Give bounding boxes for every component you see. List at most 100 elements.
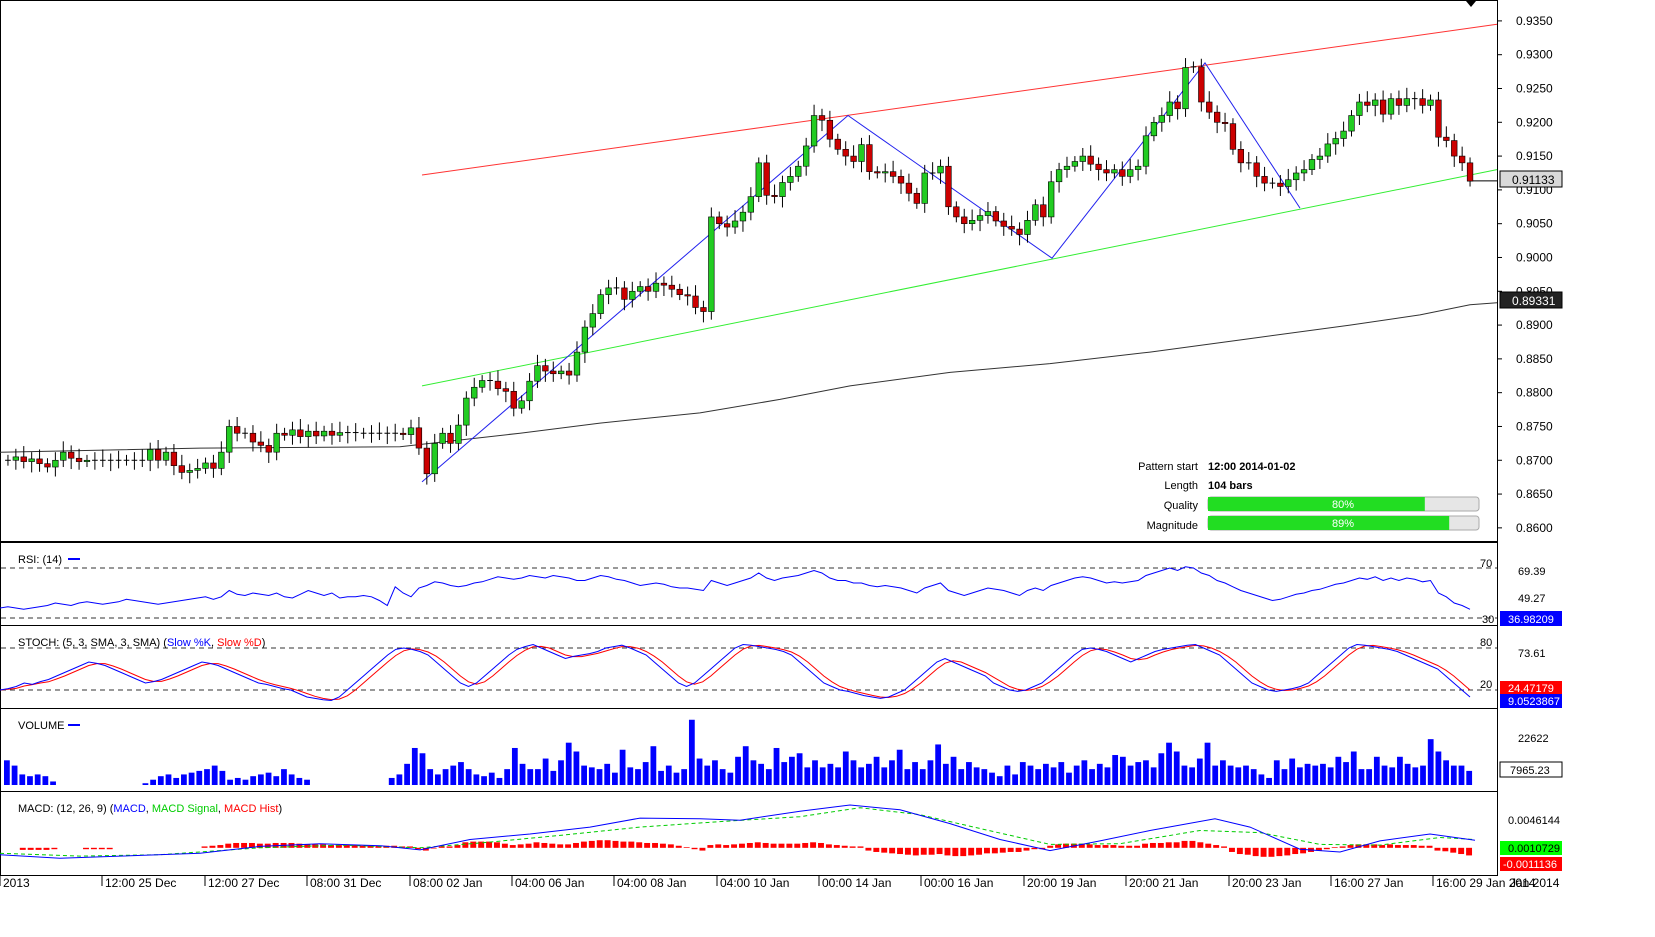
macd-hist-bar [478, 841, 485, 848]
candle [605, 279, 612, 305]
volume-bar [434, 774, 441, 785]
macd-hist-bar [857, 846, 864, 848]
volume-bar [858, 767, 865, 785]
volume-bar [1243, 765, 1249, 785]
candle [502, 381, 509, 403]
macd-hist-bar [944, 847, 951, 856]
stoch-k-badge [1500, 681, 1562, 695]
volume-bar [519, 763, 526, 785]
candle [218, 441, 225, 476]
volume-bar [819, 767, 826, 785]
volume-bar [273, 776, 280, 785]
candle [28, 452, 35, 473]
volume-bar [1066, 772, 1072, 785]
candle [313, 421, 320, 445]
volume-bar [404, 763, 410, 785]
volume-bar [1358, 769, 1365, 785]
candle [99, 449, 106, 468]
volume-bar [781, 762, 788, 785]
volume-bar [1350, 751, 1357, 785]
volume-bar [1443, 760, 1449, 785]
candle [265, 438, 272, 463]
macd-hist-bar [1458, 847, 1465, 855]
volume-bar [150, 779, 157, 785]
volume-bar [1412, 767, 1419, 785]
volume-bar [1343, 762, 1349, 785]
candle [242, 427, 248, 439]
macd-hist-bar [486, 841, 493, 848]
macd-hist-bar [644, 842, 651, 848]
macd-hist-bar [786, 843, 793, 848]
volume-bar [1381, 765, 1388, 785]
macd-hist-bar [1102, 845, 1109, 848]
volume-bar [242, 779, 249, 785]
time-tick-label: 20:00 19 Jan [1027, 876, 1096, 890]
volume-bar [411, 747, 418, 785]
candle [866, 135, 873, 180]
volume-tick: 22622 [1518, 733, 1549, 745]
candle [1111, 164, 1118, 179]
volume-bar [1173, 751, 1180, 785]
candle [953, 201, 960, 223]
macd-hist-bar [620, 841, 627, 848]
macd-hist-bar [233, 842, 240, 848]
candle [455, 414, 462, 451]
macd-legend-close: ) [278, 803, 282, 815]
rsi-title: RSI: (14) [18, 554, 62, 566]
price-tick-label: 0.9200 [1516, 115, 1553, 129]
candle [874, 166, 881, 179]
candle [210, 454, 217, 478]
candle [803, 137, 810, 176]
macd-hist-bar [636, 842, 643, 848]
volume-bar [219, 770, 226, 785]
candle [1466, 157, 1474, 187]
volume-bar [165, 774, 172, 785]
macd-hist-bar [1387, 844, 1393, 848]
macd-hist-bar [201, 846, 208, 848]
macd-hist-bar [1078, 843, 1085, 848]
magnitude-bar-text: 89% [1332, 518, 1354, 530]
volume-bar [527, 769, 534, 785]
candle [1372, 93, 1379, 117]
candle [889, 160, 897, 184]
macd-hist-bar [1094, 845, 1101, 848]
macd-hist-bar [1252, 847, 1259, 857]
volume-bar [812, 760, 818, 785]
channel-upper-line [421, 23, 1498, 176]
volume-bar [935, 744, 942, 785]
volume-bar [188, 772, 195, 785]
volume-bars [4, 719, 1473, 785]
candle [668, 275, 675, 298]
macd-hist-bar [1229, 847, 1235, 852]
candlestick-series [5, 58, 1474, 485]
pattern-quality-label: Quality [1164, 500, 1199, 512]
volume-bar [296, 777, 303, 785]
candle [937, 159, 944, 184]
volume-bar [1289, 758, 1296, 785]
candle [1419, 89, 1426, 114]
candle [1174, 95, 1181, 120]
candle [186, 463, 193, 484]
volume-bar [4, 760, 10, 785]
volume-bar [1012, 774, 1018, 785]
stoch-title-text: STOCH: (5, 3, SMA, 3, SMA) [18, 637, 160, 649]
time-tick-label: 20:00 23 Jan [1232, 876, 1301, 890]
candle [52, 452, 59, 477]
macd-hist-bar [715, 844, 722, 848]
macd-hist-bar [557, 844, 564, 848]
volume-bar [1458, 765, 1465, 785]
macd-hist-bar [1142, 843, 1148, 848]
volume-bar [1466, 770, 1473, 785]
volume-bar [673, 772, 680, 785]
macd-hist-bar [454, 845, 461, 848]
volume-bar [712, 760, 718, 785]
macd-hist-bar [667, 844, 674, 848]
stoch-tick-20: 20 [1480, 679, 1492, 691]
candle [558, 365, 565, 380]
volume-bar [1450, 765, 1457, 785]
candle [1071, 156, 1079, 172]
volume-bar [581, 765, 587, 785]
volume-bar [1119, 756, 1126, 785]
candle [320, 425, 328, 442]
volume-bar [881, 767, 888, 785]
